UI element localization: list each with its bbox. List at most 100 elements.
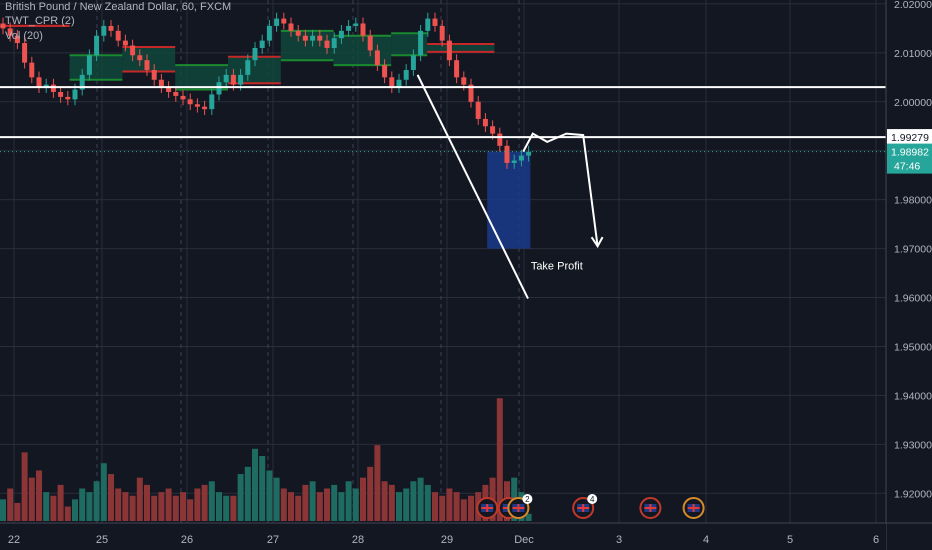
- volume-bar: [352, 488, 359, 521]
- volume-bar: [172, 495, 179, 521]
- candle-body: [490, 126, 496, 134]
- volume-bar: [36, 470, 42, 521]
- candle-body: [115, 30, 121, 41]
- x-tick-label: 22: [8, 534, 20, 546]
- take-profit-label: Take Profit: [531, 261, 583, 273]
- x-tick-label: 6: [873, 534, 879, 546]
- volume-bar: [28, 477, 35, 521]
- candle-body: [454, 60, 460, 78]
- x-tick-label: 5: [787, 534, 793, 546]
- volume-bar: [0, 499, 6, 521]
- grid-lines: [0, 0, 886, 523]
- candle-body: [518, 155, 524, 161]
- candle-body: [180, 95, 186, 100]
- volume-bar: [302, 484, 309, 521]
- volume-bar: [432, 492, 438, 521]
- candle-body: [497, 133, 503, 146]
- x-tick-label: Dec: [514, 534, 534, 546]
- x-tick-label: 25: [96, 534, 108, 546]
- candle-body: [86, 55, 92, 75]
- volume-bar: [50, 495, 57, 521]
- x-tick-label: 26: [181, 534, 193, 546]
- candle-body: [504, 145, 510, 163]
- volume-bar: [403, 488, 410, 521]
- candle-body: [338, 30, 344, 39]
- volume-bar: [64, 506, 71, 521]
- volume-bar: [388, 484, 395, 521]
- x-tick-label: 28: [352, 534, 364, 546]
- candle-body: [122, 40, 128, 46]
- candle-body: [403, 69, 409, 80]
- volume-bar: [136, 477, 143, 521]
- volume-bar: [410, 481, 417, 521]
- volume-bar: [122, 492, 129, 521]
- volume-bar: [216, 492, 222, 521]
- indicator-volume-label: Vol (20): [5, 30, 43, 42]
- volume-bar: [21, 452, 28, 521]
- volume-bar: [86, 492, 93, 521]
- candle-body: [223, 74, 229, 83]
- volume-bar: [194, 488, 201, 521]
- candle-body: [101, 25, 107, 36]
- candle-body: [22, 43, 28, 63]
- volume-bar: [338, 492, 345, 521]
- candle-body: [94, 35, 100, 56]
- candle-body: [230, 74, 236, 85]
- volume-bar: [252, 448, 258, 521]
- candle-body: [216, 82, 222, 95]
- volume-bar: [180, 492, 186, 521]
- volume-bar: [345, 481, 352, 521]
- time-scale: [0, 523, 886, 550]
- y-tick-label: 2.00000: [894, 97, 932, 109]
- volume-bar: [165, 488, 172, 521]
- level-price-badge: [887, 129, 932, 146]
- bar-countdown-text: 47:46: [894, 161, 920, 173]
- x-tick-label: 4: [703, 534, 709, 546]
- candle-body: [43, 84, 49, 88]
- volume-bar: [57, 484, 64, 521]
- candle-body: [382, 65, 388, 78]
- cpr-band: [427, 44, 495, 52]
- level-price-text: 1.99279: [891, 132, 929, 144]
- volume-bar: [381, 481, 388, 521]
- x-tick-label: 27: [267, 534, 279, 546]
- candle-body: [58, 92, 64, 97]
- volume-bar: [72, 499, 78, 521]
- event-count-text: 4: [590, 495, 595, 504]
- candle-body: [439, 25, 445, 41]
- y-tick-label: 1.97000: [894, 244, 932, 256]
- y-tick-label: 1.98000: [894, 195, 932, 207]
- candle-body: [274, 18, 280, 26]
- candle-body: [65, 96, 71, 100]
- y-tick-label: 1.96000: [894, 293, 932, 305]
- volume-bar: [468, 495, 474, 521]
- candle-body: [173, 92, 179, 96]
- volume-bar: [288, 492, 294, 521]
- volume-bar: [446, 488, 453, 521]
- volume-bar: [360, 477, 366, 521]
- candle-body: [310, 35, 316, 41]
- volume-bar: [7, 488, 14, 521]
- volume-bar: [79, 488, 86, 521]
- symbol-title: British Pound / New Zealand Dollar, 60, …: [5, 1, 232, 13]
- candle-body: [259, 40, 265, 48]
- candle-body: [7, 28, 13, 36]
- candle-body: [29, 62, 35, 78]
- candle-body: [302, 35, 308, 41]
- volume-bar: [453, 492, 460, 521]
- candle-body: [166, 87, 172, 93]
- candle-body: [389, 77, 395, 88]
- downtrend-line: [416, 74, 529, 299]
- y-tick-label: 1.94000: [894, 390, 932, 402]
- current-price-badge: [887, 143, 932, 174]
- volume-bar: [396, 492, 402, 521]
- candle-body: [526, 151, 532, 156]
- candle-body: [50, 84, 56, 93]
- y-tick-label: 1.92000: [894, 488, 932, 500]
- x-tick-label: 29: [441, 534, 453, 546]
- event-count-badge: [522, 494, 533, 504]
- candle-body: [446, 40, 452, 61]
- candle-body: [288, 23, 294, 31]
